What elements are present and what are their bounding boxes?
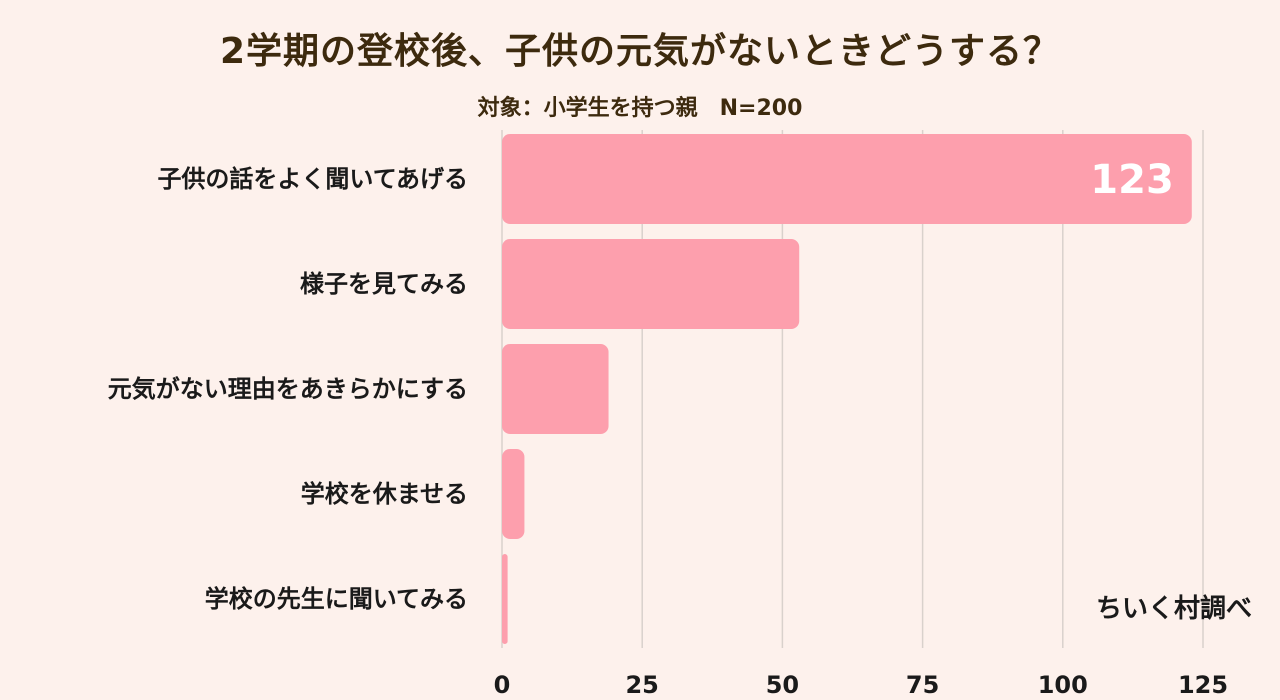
x-tick-label: 100 — [1038, 671, 1088, 699]
x-tick-label: 25 — [625, 671, 658, 699]
category-label: 様子を見てみる — [300, 270, 468, 298]
x-tick-label: 0 — [494, 671, 511, 699]
chart-title: 2学期の登校後、子供の元気がないときどうする？ — [219, 31, 1061, 72]
bar — [502, 344, 609, 434]
data-label: 123 — [1090, 157, 1174, 203]
category-label: 元気がない理由をあきらかにする — [108, 375, 468, 403]
x-tick-label: 75 — [906, 671, 939, 699]
source-credit: ちいく村調べ — [1095, 594, 1252, 624]
x-tick-label: 50 — [766, 671, 799, 699]
bar — [502, 134, 1192, 224]
category-label: 学校の先生に聞いてみる — [205, 585, 468, 613]
category-label: 子供の話をよく聞いてあげる — [157, 165, 468, 193]
chart-subtitle: 対象：小学生を持つ親 N=200 — [477, 96, 803, 121]
bar — [502, 239, 800, 329]
bar — [502, 449, 525, 539]
bar — [502, 554, 508, 644]
x-tick-label: 125 — [1178, 671, 1228, 699]
category-label: 学校を休ませる — [301, 480, 468, 508]
